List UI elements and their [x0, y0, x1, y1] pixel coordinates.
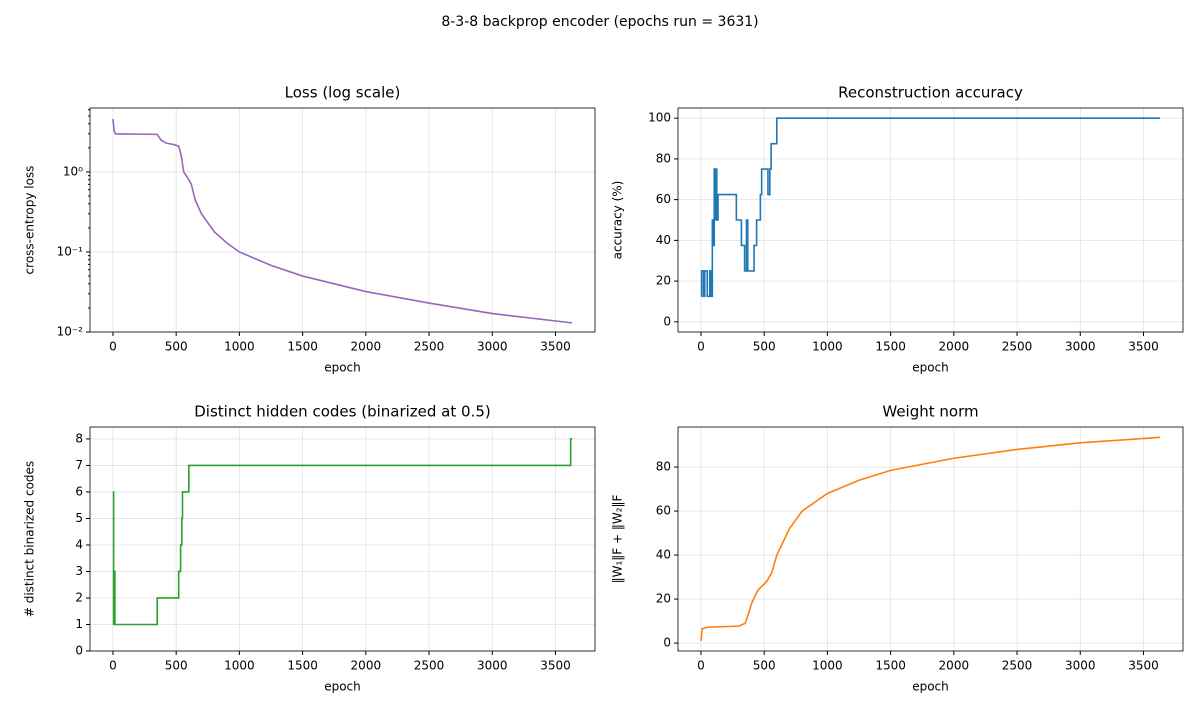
- axes-title: Distinct hidden codes (binarized at 0.5): [194, 403, 490, 421]
- x-axis-label: epoch: [324, 361, 361, 375]
- y-tick-label: 5: [75, 511, 83, 525]
- y-tick-label: 20: [656, 592, 671, 606]
- x-tick-label: 1000: [224, 340, 255, 354]
- y-tick-label: 10⁻²: [57, 325, 84, 339]
- x-tick-label: 1500: [875, 340, 906, 354]
- axes-frame: [677, 107, 1184, 333]
- plot-area: [112, 438, 573, 626]
- x-tick-label: 0: [109, 340, 117, 354]
- x-tick-label: 500: [753, 340, 776, 354]
- y-axis-label: accuracy (%): [611, 181, 625, 260]
- y-tick-label: 1: [75, 617, 83, 631]
- x-tick-label: 0: [697, 340, 705, 354]
- x-tick-label: 2500: [414, 659, 445, 673]
- x-tick-label: 1000: [224, 659, 255, 673]
- x-tick-label: 500: [165, 340, 188, 354]
- y-tick-label: 80: [656, 460, 671, 474]
- y-axis-label: # distinct binarized codes: [23, 461, 37, 617]
- x-tick-label: 3500: [1128, 340, 1159, 354]
- x-axis-label: epoch: [912, 361, 949, 375]
- x-tick-label: 3000: [477, 659, 508, 673]
- y-tick-label: 80: [656, 151, 671, 165]
- x-tick-label: 1000: [812, 659, 843, 673]
- line: [700, 436, 1161, 641]
- axes-title: Reconstruction accuracy: [838, 84, 1023, 102]
- y-tick-label: 6: [75, 484, 83, 498]
- x-tick-label: 500: [753, 659, 776, 673]
- x-tick-label: 0: [109, 659, 117, 673]
- x-tick-label: 1500: [287, 659, 318, 673]
- y-tick-label: 8: [75, 431, 83, 445]
- x-tick-label: 1500: [287, 340, 318, 354]
- y-tick-label: 0: [663, 314, 671, 328]
- x-tick-label: 1500: [875, 659, 906, 673]
- plot-area: [112, 118, 573, 324]
- x-tick-label: 1000: [812, 340, 843, 354]
- x-tick-label: 2500: [1002, 340, 1033, 354]
- y-tick-label: 40: [656, 233, 671, 247]
- y-axis-label: ‖W₁‖F + ‖W₂‖F: [611, 494, 625, 583]
- x-tick-label: 3000: [1065, 340, 1096, 354]
- y-tick-label: 3: [75, 564, 83, 578]
- plot-area: [700, 436, 1161, 641]
- x-tick-label: 3000: [477, 340, 508, 354]
- x-tick-label: 2000: [351, 659, 382, 673]
- y-tick-label: 7: [75, 458, 83, 472]
- x-axis-label: epoch: [912, 680, 949, 694]
- y-axis-label: cross-entropy loss: [23, 166, 37, 275]
- y-tick-label: 0: [663, 636, 671, 650]
- x-tick-label: 3000: [1065, 659, 1096, 673]
- axes-title: Weight norm: [882, 403, 978, 421]
- x-tick-label: 2000: [351, 340, 382, 354]
- y-tick-label: 40: [656, 548, 671, 562]
- y-tick-label: 20: [656, 274, 671, 288]
- y-tick-label: 2: [75, 590, 83, 604]
- axes-frame: [89, 107, 596, 333]
- figure-title: 8-3-8 backprop encoder (epochs run = 363…: [441, 14, 758, 30]
- axes-title: Loss (log scale): [285, 84, 401, 102]
- y-tick-label: 10⁰: [63, 164, 83, 178]
- x-tick-label: 2500: [1002, 659, 1033, 673]
- y-tick-label: 100: [648, 111, 671, 125]
- x-tick-label: 3500: [540, 340, 571, 354]
- y-tick-label: 60: [656, 192, 671, 206]
- axes-frame: [89, 426, 596, 652]
- axes-frame: [677, 426, 1184, 652]
- plot-area: [700, 117, 1161, 298]
- y-tick-label: 0: [75, 644, 83, 658]
- y-tick-label: 60: [656, 504, 671, 518]
- x-tick-label: 500: [165, 659, 188, 673]
- x-tick-label: 3500: [540, 659, 571, 673]
- y-tick-label: 4: [75, 537, 83, 551]
- x-tick-label: 3500: [1128, 659, 1159, 673]
- line: [112, 118, 573, 324]
- x-tick-label: 0: [697, 659, 705, 673]
- line: [700, 117, 1161, 298]
- y-tick-label: 10⁻¹: [57, 244, 84, 258]
- x-tick-label: 2000: [939, 659, 970, 673]
- x-tick-label: 2000: [939, 340, 970, 354]
- line: [112, 438, 573, 626]
- x-axis-label: epoch: [324, 680, 361, 694]
- x-tick-label: 2500: [414, 340, 445, 354]
